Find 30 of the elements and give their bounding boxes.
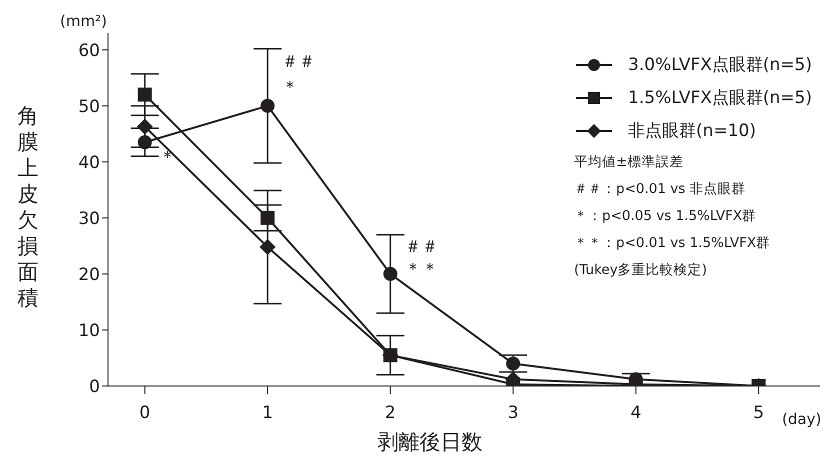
x-tick-label: 0 — [139, 403, 150, 424]
y-axis-title: 角膜上皮欠損面積 — [16, 103, 40, 311]
x-tick-label: 1 — [262, 403, 273, 424]
legend-label: 1.5%LVFX点眼群(n=5) — [628, 87, 812, 109]
annotation: 平均値±標準誤差 — [574, 154, 684, 170]
y-tick-label: 50 — [78, 96, 100, 117]
y-tick-label: 20 — [78, 264, 100, 285]
annotation: ＊：p<0.05 vs 1.5%LVFX群 — [574, 208, 756, 224]
annotation: ＊ — [282, 77, 299, 98]
annotation: ＊＊：p<0.01 vs 1.5%LVFX群 — [574, 235, 770, 251]
annotation: ＃＃ — [404, 236, 438, 257]
x-tick-label: 4 — [630, 403, 642, 424]
annotation: ＃＃ — [282, 52, 316, 72]
x-tick-label: 5 — [753, 403, 764, 424]
y-tick-label: 0 — [89, 377, 100, 398]
annotation: ＃＃：p<0.01 vs 非点眼群 — [574, 181, 746, 197]
text: (mm²) — [60, 12, 107, 30]
x-tick-label: 3 — [508, 403, 519, 424]
legend-label: 3.0%LVFX点眼群(n=5) — [628, 54, 812, 76]
y-tick-label: 40 — [78, 152, 100, 173]
y-tick-label: 10 — [78, 321, 100, 342]
annotation: ＊＊ — [404, 259, 438, 280]
y-tick-label: 30 — [78, 208, 100, 229]
legend-label: 非点眼群(n=10) — [628, 120, 756, 142]
x-tick-label: 2 — [384, 403, 396, 424]
y-tick-label: 60 — [78, 40, 100, 61]
x-axis-title: 剥離後日数 — [376, 429, 484, 456]
text: (day) — [782, 410, 822, 428]
annotation: ＊ — [158, 147, 176, 168]
annotation: (Tukey多重比較検定) — [574, 262, 707, 278]
